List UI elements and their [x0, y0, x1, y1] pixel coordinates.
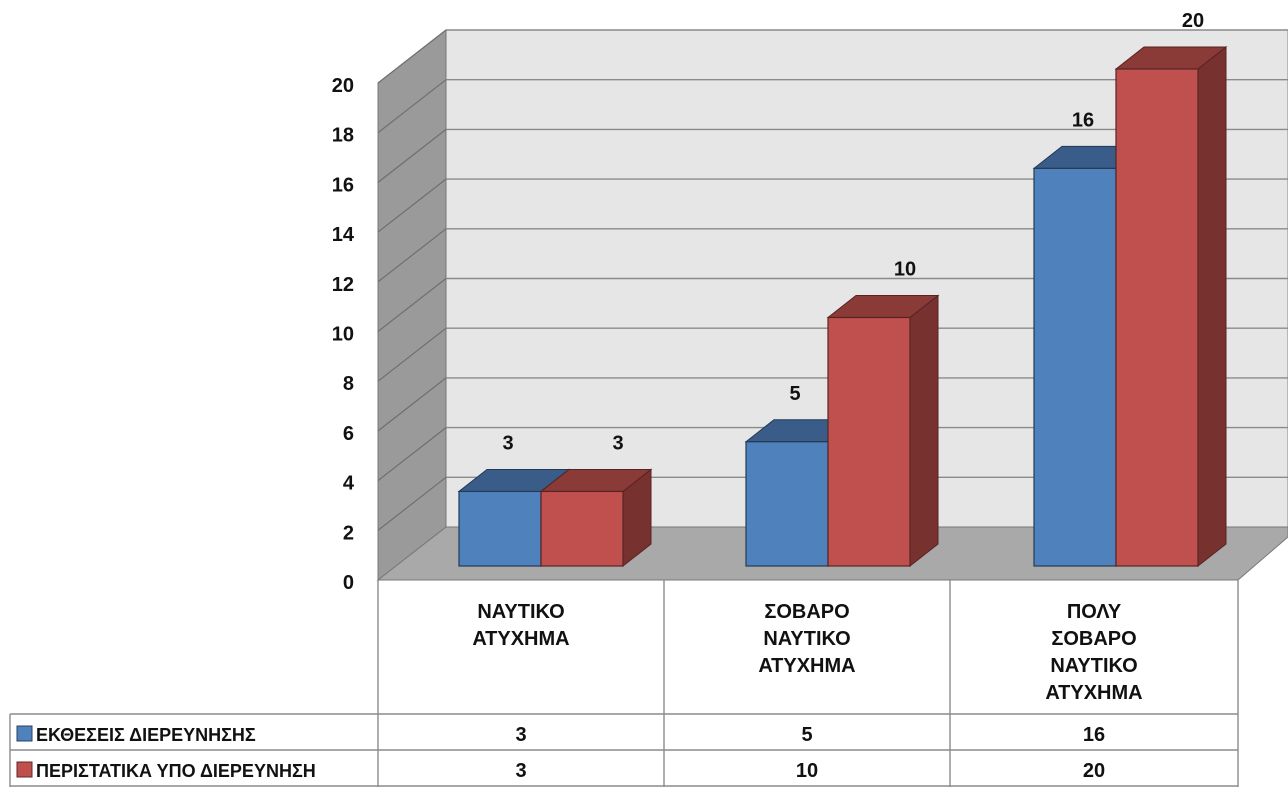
- bar-side: [909, 294, 939, 568]
- y-tick-label: 18: [332, 125, 354, 147]
- legend-label: ΠΕΡΙΣΤΑΤΙΚΑ ΥΠΟ ΔΙΕΡΕΥΝΗΣΗ: [36, 761, 316, 781]
- category-label-line: ΝΑΥΤΙΚΟ: [763, 628, 850, 650]
- category-label-line: ΝΑΥΤΙΚΟ: [477, 601, 564, 623]
- category-label: ΣΟΒΑΡΟ ΝΑΥΤΙΚΟ ΑΤΥΧΗΜΑ: [758, 601, 855, 677]
- category-label-line: ΝΑΥΤΙΚΟ: [1050, 655, 1137, 677]
- table-cell: 20: [1083, 760, 1105, 782]
- y-tick-label: 14: [332, 224, 355, 246]
- bar-side: [1197, 45, 1227, 568]
- side-gridline: [377, 128, 447, 183]
- y-tick-label: 4: [343, 473, 355, 495]
- side-gridline: [377, 178, 447, 233]
- table-cell: 3: [515, 724, 526, 746]
- category-label-line: ΣΟΒΑΡΟ: [1051, 628, 1136, 650]
- table-cell: 10: [796, 760, 818, 782]
- category-label: ΠΟΛΥ ΣΟΒΑΡΟ ΝΑΥΤΙΚΟ ΑΤΥΧΗΜΑ: [1045, 601, 1142, 704]
- bar-front: [745, 441, 829, 567]
- side-gridline: [377, 79, 447, 134]
- legend-swatch: [16, 761, 33, 778]
- bar: 20: [1114, 10, 1228, 568]
- y-axis: 0 2 4 6 8 10 12 14 16 18 20: [332, 75, 355, 594]
- y-tick-label: 8: [343, 373, 354, 395]
- table-cell: 3: [515, 760, 526, 782]
- category-label-line: ΠΟΛΥ: [1067, 601, 1122, 623]
- category-label-line: ΣΟΒΑΡΟ: [764, 601, 849, 623]
- data-label: 20: [1182, 10, 1204, 32]
- table-row: ΕΚΘΕΣΕΙΣ ΔΙΕΡΕΥΝΗΣΗΣ 3 5 16: [16, 724, 1105, 746]
- legend-swatch: [16, 725, 33, 742]
- category-label: ΝΑΥΤΙΚΟ ΑΤΥΧΗΜΑ: [472, 601, 569, 650]
- y-tick-label: 10: [332, 324, 354, 346]
- y-tick-label: 2: [343, 522, 354, 544]
- side-gridline: [377, 476, 447, 531]
- y-tick-label: 12: [332, 274, 354, 296]
- y-tick-label: 20: [332, 75, 354, 97]
- legend-label: ΕΚΘΕΣΕΙΣ ΔΙΕΡΕΥΝΗΣΗΣ: [36, 725, 256, 745]
- category-label-line: ΑΤΥΧΗΜΑ: [472, 628, 569, 650]
- category-label-line: ΑΤΥΧΗΜΑ: [758, 655, 855, 677]
- y-tick-label: 6: [343, 423, 354, 445]
- data-label: 5: [789, 383, 800, 405]
- side-gridline: [377, 377, 447, 432]
- data-label: 16: [1072, 109, 1094, 131]
- data-table: ΝΑΥΤΙΚΟ ΑΤΥΧΗΜΑ ΣΟΒΑΡΟ ΝΑΥΤΙΚΟ ΑΤΥΧΗΜΑ ΠΟΛΥ ΣΟ…: [9, 580, 1239, 787]
- bar-front: [1115, 68, 1199, 567]
- bar-front: [827, 316, 911, 567]
- table-cell: 16: [1083, 724, 1105, 746]
- bars: 3 5 16 3 10 20: [457, 10, 1228, 568]
- side-gridline: [377, 29, 447, 84]
- bar-front: [540, 490, 624, 567]
- data-label: 3: [612, 432, 623, 454]
- side-gridline: [377, 228, 447, 283]
- category-label-line: ΑΤΥΧΗΜΑ: [1045, 682, 1142, 704]
- y-tick-label: 0: [343, 572, 354, 594]
- side-gridline: [377, 327, 447, 382]
- side-gridline: [377, 427, 447, 482]
- bar: 3: [539, 432, 653, 568]
- bar-front: [458, 490, 542, 567]
- side-gridline: [377, 278, 447, 332]
- bar: 10: [826, 259, 940, 568]
- table-row: ΠΕΡΙΣΤΑΤΙΚΑ ΥΠΟ ΔΙΕΡΕΥΝΗΣΗ 3 10 20: [16, 760, 1105, 782]
- y-tick-label: 16: [332, 174, 354, 196]
- table-cell: 5: [801, 724, 812, 746]
- data-label: 3: [502, 432, 513, 454]
- data-label: 10: [894, 259, 916, 281]
- bar-front: [1033, 167, 1117, 567]
